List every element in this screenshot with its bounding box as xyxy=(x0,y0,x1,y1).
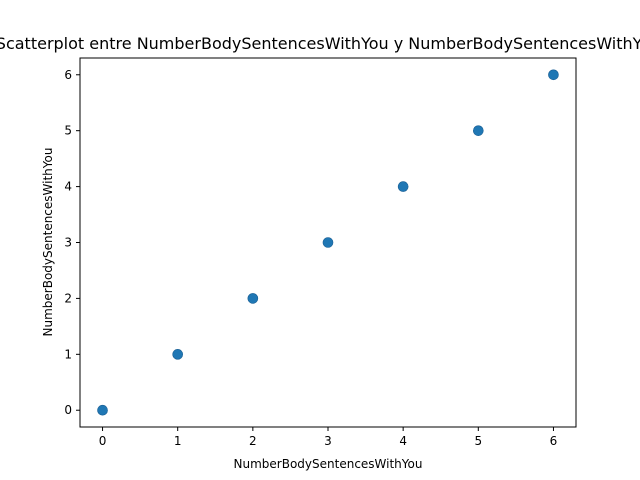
x-tick-label: 4 xyxy=(399,434,407,448)
y-tick-label: 0 xyxy=(64,403,72,417)
scatter-point xyxy=(97,404,108,416)
scatter-point xyxy=(397,181,409,192)
data-points xyxy=(97,69,559,416)
chart-title: Scatterplot entre NumberBodySentencesWit… xyxy=(0,34,640,53)
y-tick-label: 3 xyxy=(64,236,72,250)
axis-ticks: 0 1 2 3 4 5 6 0 1 2 3 4 5 6 xyxy=(64,68,557,448)
scatter-point xyxy=(322,237,334,248)
x-axis-label: NumberBodySentencesWithYou xyxy=(234,457,423,471)
y-tick-label: 2 xyxy=(64,291,72,305)
y-tick-label: 6 xyxy=(64,68,72,82)
scatter-point xyxy=(247,293,259,304)
y-tick-label: 1 xyxy=(64,347,72,361)
scatter-point xyxy=(548,69,559,81)
x-tick-label: 2 xyxy=(249,434,257,448)
x-tick-label: 6 xyxy=(550,434,558,448)
x-tick-label: 3 xyxy=(324,434,332,448)
y-tick-label: 5 xyxy=(64,124,72,138)
x-tick-label: 5 xyxy=(474,434,482,448)
scatter-point xyxy=(172,349,183,360)
x-tick-label: 0 xyxy=(99,434,107,448)
x-tick-label: 1 xyxy=(174,434,182,448)
y-tick-label: 4 xyxy=(64,180,72,194)
plot-frame xyxy=(79,57,577,428)
scatter-point xyxy=(473,125,484,136)
y-axis-label: NumberBodySentencesWithYou xyxy=(41,148,55,337)
